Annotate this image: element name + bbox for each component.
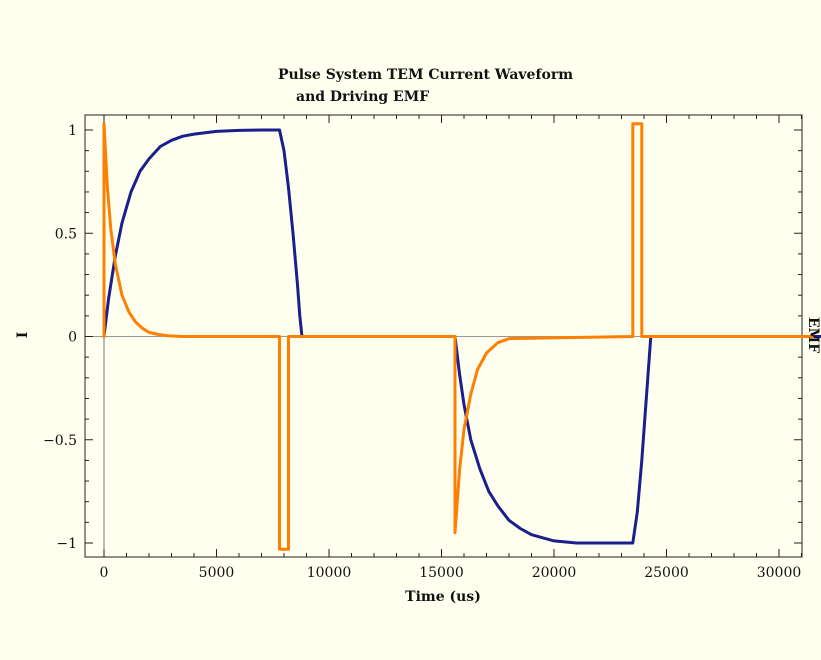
x-tick-label: 20000: [532, 565, 577, 581]
chart-title-line-1: Pulse System TEM Current Waveform: [278, 67, 573, 83]
y-tick-label: 0: [68, 330, 77, 346]
y-tick-label: −1: [56, 536, 77, 552]
y-tick-label: 1: [68, 123, 77, 139]
y-tick-label: 0.5: [55, 226, 77, 242]
series-layer: [102, 122, 821, 551]
x-tick-label: 10000: [307, 565, 352, 581]
y2-axis-label: EMF: [805, 317, 821, 353]
x-tick-label: 25000: [644, 565, 689, 581]
x-tick-label: 30000: [757, 565, 802, 581]
emf-waveform-line: [102, 122, 815, 551]
x-axis-label: Time (us): [405, 589, 481, 605]
chart-title-line-2: and Driving EMF: [296, 89, 429, 105]
x-tick-label: 15000: [419, 565, 464, 581]
y-tick-label: −0.5: [43, 433, 77, 449]
x-tick-label: 0: [100, 565, 109, 581]
tick-labels: 0 5000 10000 15000 20000 25000 30000 −1 −0.5 0 0.5…: [43, 123, 801, 581]
x-tick-label: 5000: [199, 565, 235, 581]
tick-marks: [85, 115, 802, 557]
y-axis-label: I: [15, 332, 31, 339]
